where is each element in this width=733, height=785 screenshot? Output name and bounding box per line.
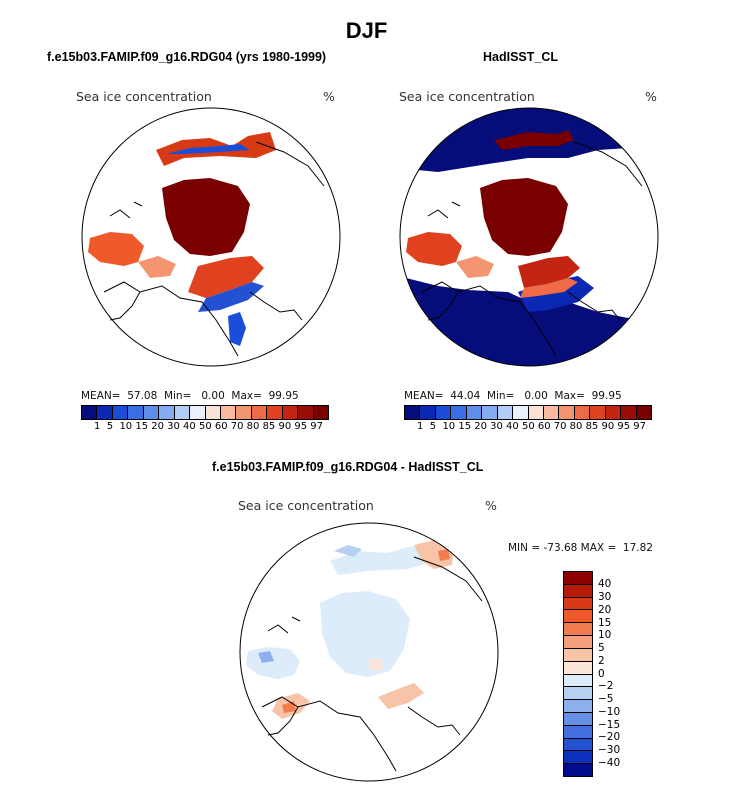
diff-colorbar-label: −5 <box>598 693 614 705</box>
colorbar-swatch <box>466 406 483 419</box>
colorbar-swatch <box>128 406 144 419</box>
diff-units: % <box>485 498 497 513</box>
model-panel-title: f.e15b03.FAMIP.f09_g16.RDG04 (yrs 1980-1… <box>47 50 327 64</box>
colorbar-swatch <box>564 661 592 675</box>
diff-colorbar-label: 30 <box>598 591 612 603</box>
diff-colorbar-label: 10 <box>598 629 612 641</box>
obs-colorbar-labels: 1 5 10 15 20 30 40 50 60 70 80 85 90 95 … <box>417 421 647 432</box>
model-ice-labrador <box>88 232 144 266</box>
obs-field-name: Sea ice concentration <box>399 89 535 104</box>
colorbar-swatch <box>497 406 514 419</box>
diff-ice-central <box>320 591 410 677</box>
diff-colorbar-label: −40 <box>598 757 621 769</box>
colorbar-swatch <box>482 406 498 419</box>
colorbar-swatch <box>405 406 421 419</box>
colorbar-swatch <box>574 406 591 419</box>
colorbar-swatch <box>564 597 592 611</box>
colorbar-swatch <box>97 406 113 419</box>
diff-colorbar-label: 2 <box>598 655 605 667</box>
colorbar-swatch <box>564 751 592 765</box>
colorbar-swatch <box>564 725 592 739</box>
colorbar-swatch <box>298 406 314 419</box>
model-units: % <box>323 89 335 104</box>
colorbar-swatch <box>251 406 268 419</box>
colorbar-swatch <box>564 636 592 649</box>
colorbar-swatch <box>564 687 592 701</box>
diff-colorbar <box>563 571 593 777</box>
colorbar-swatch <box>621 406 637 419</box>
model-polar-map <box>81 107 341 367</box>
colorbar-swatch <box>564 572 592 585</box>
diff-minmax: MIN = -73.68 MAX = 17.82 <box>508 542 653 554</box>
colorbar-swatch <box>205 406 221 419</box>
colorbar-swatch <box>590 406 606 419</box>
model-field-name: Sea ice concentration <box>76 89 212 104</box>
diff-colorbar-label: −2 <box>598 680 614 692</box>
colorbar-swatch <box>564 674 592 688</box>
diff-panel-title: f.e15b03.FAMIP.f09_g16.RDG04 - HadISST_C… <box>212 460 484 474</box>
obs-colorbar <box>404 405 652 420</box>
model-colorbar-labels: 1 5 10 15 20 30 40 50 60 70 80 85 90 95 … <box>94 421 324 432</box>
model-colorbar <box>81 405 329 420</box>
diff-colorbar-label: −20 <box>598 731 621 743</box>
diff-field-name: Sea ice concentration <box>238 498 374 513</box>
colorbar-swatch <box>143 406 160 419</box>
colorbar-swatch <box>313 406 328 419</box>
colorbar-swatch <box>564 584 592 598</box>
colorbar-swatch <box>282 406 299 419</box>
colorbar-swatch <box>564 764 592 776</box>
diff-colorbar-label: 0 <box>598 668 605 680</box>
colorbar-swatch <box>559 406 575 419</box>
colorbar-swatch <box>564 738 592 752</box>
diff-colorbar-label: 5 <box>598 642 605 654</box>
colorbar-swatch <box>435 406 452 419</box>
diff-colorbar-label: −10 <box>598 706 621 718</box>
colorbar-swatch <box>159 406 175 419</box>
diff-colorbar-label: 40 <box>598 578 612 590</box>
colorbar-swatch <box>220 406 237 419</box>
colorbar-swatch <box>564 610 592 624</box>
obs-units: % <box>645 89 657 104</box>
colorbar-swatch <box>236 406 252 419</box>
diff-colorbar-label: 15 <box>598 617 612 629</box>
obs-ice-atlantic <box>518 256 580 288</box>
diff-colorbar-label: −15 <box>598 719 621 731</box>
colorbar-swatch <box>174 406 191 419</box>
model-stats: MEAN= 57.08 Min= 0.00 Max= 99.95 <box>81 390 299 402</box>
obs-polar-map <box>399 107 659 367</box>
colorbar-swatch <box>513 406 529 419</box>
colorbar-swatch <box>605 406 622 419</box>
diff-colorbar-label: −30 <box>598 744 621 756</box>
obs-ice-labrador <box>406 232 462 266</box>
colorbar-swatch <box>564 648 592 662</box>
colorbar-swatch <box>636 406 651 419</box>
obs-stats: MEAN= 44.04 Min= 0.00 Max= 99.95 <box>404 390 622 402</box>
model-ice-atlantic <box>188 256 264 298</box>
colorbar-swatch <box>112 406 129 419</box>
colorbar-swatch <box>564 700 592 713</box>
colorbar-swatch <box>451 406 467 419</box>
season-title: DJF <box>345 18 388 43</box>
colorbar-swatch <box>190 406 206 419</box>
colorbar-swatch <box>564 623 592 637</box>
model-ice-central <box>162 178 250 256</box>
diff-polar-map <box>239 522 499 782</box>
obs-panel-title: HadISST_CL <box>483 50 559 64</box>
colorbar-swatch <box>528 406 544 419</box>
diff-colorbar-label: 20 <box>598 604 612 616</box>
colorbar-swatch <box>564 712 592 726</box>
colorbar-swatch <box>267 406 283 419</box>
obs-open-ocean-atlantic <box>400 276 658 366</box>
colorbar-swatch <box>543 406 560 419</box>
colorbar-swatch <box>82 406 98 419</box>
obs-ice-central <box>480 178 568 256</box>
colorbar-swatch <box>420 406 436 419</box>
obs-ice-pacific <box>494 130 574 150</box>
